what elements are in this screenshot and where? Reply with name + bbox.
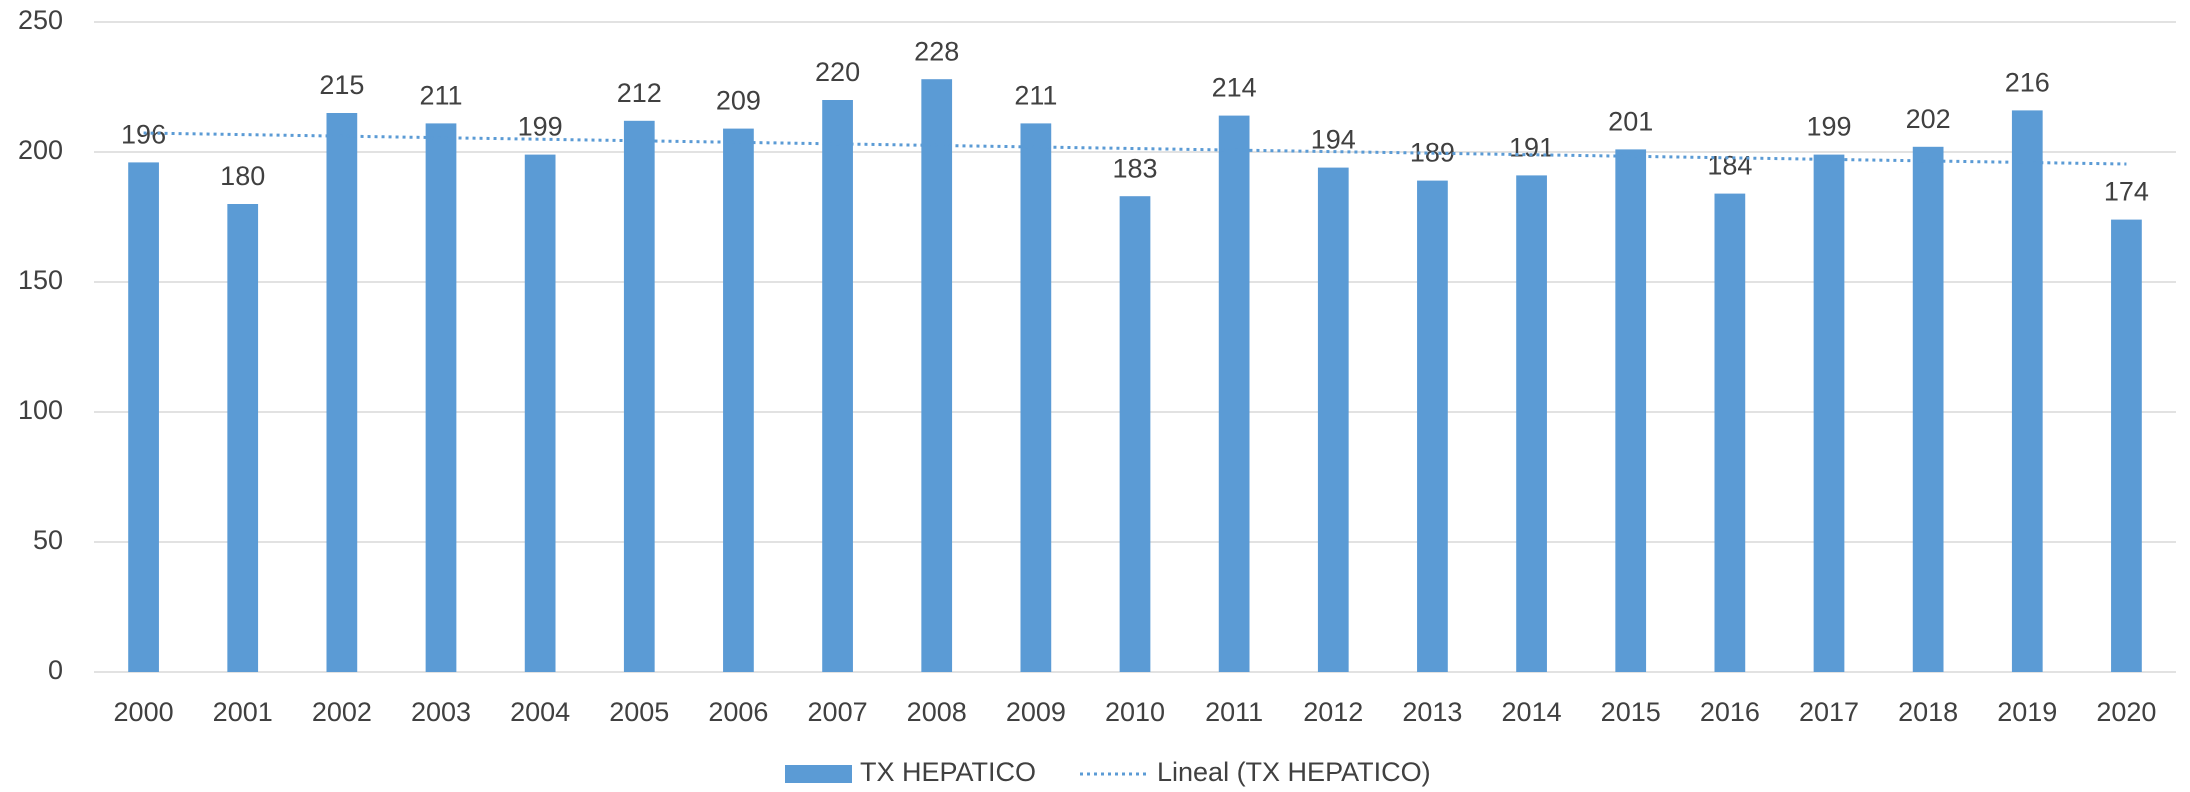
bar: [2011, 110, 2043, 672]
bar: [425, 123, 457, 672]
data-label: 215: [319, 70, 364, 100]
y-tick-label: 100: [18, 395, 63, 425]
x-tick-label: 2018: [1898, 697, 1958, 727]
x-tick-label: 2006: [708, 697, 768, 727]
data-label: 191: [1509, 133, 1554, 163]
x-tick-label: 2010: [1105, 697, 1165, 727]
bar: [2111, 219, 2142, 672]
bar: [1516, 175, 1547, 672]
y-tick-label: 200: [18, 135, 63, 165]
legend-label: Lineal (TX HEPATICO): [1157, 757, 1431, 787]
trendline: [143, 131, 2127, 166]
x-tick-label: 2017: [1799, 697, 1859, 727]
bar: [822, 100, 853, 672]
x-tick-label: 2007: [808, 697, 868, 727]
data-label: 174: [2104, 177, 2149, 207]
data-label: 180: [220, 161, 265, 191]
data-label: 202: [1906, 104, 1951, 134]
bar: [1714, 193, 1746, 672]
data-label: 220: [815, 57, 860, 87]
data-label: 199: [518, 112, 563, 142]
data-label: 201: [1608, 107, 1653, 137]
y-tick-label: 250: [18, 5, 63, 35]
bar: [1218, 115, 1250, 673]
x-tick-label: 2000: [114, 697, 174, 727]
x-tick-label: 2015: [1601, 697, 1661, 727]
y-tick-label: 150: [18, 265, 63, 295]
data-label: 183: [1112, 153, 1157, 183]
x-tick-label: 2009: [1006, 697, 1066, 727]
y-tick-label: 0: [48, 655, 63, 685]
bar: [1912, 146, 1944, 673]
data-label: 228: [914, 36, 959, 66]
x-tick-label: 2012: [1303, 697, 1363, 727]
bar: [1813, 154, 1845, 673]
bar: [326, 113, 358, 672]
bar: [1417, 180, 1448, 672]
bar: [524, 154, 556, 673]
bar: [723, 128, 754, 673]
data-label: 194: [1311, 125, 1356, 155]
bar: [1119, 196, 1151, 672]
x-tick-label: 2004: [510, 697, 570, 727]
x-tick-label: 2019: [1997, 697, 2057, 727]
x-tick-label: 2001: [213, 697, 273, 727]
bar: [1615, 149, 1647, 672]
x-tick-label: 2014: [1502, 697, 1562, 727]
data-label: 209: [716, 86, 761, 116]
x-tick-label: 2016: [1700, 697, 1760, 727]
data-label: 199: [1806, 112, 1851, 142]
x-tick-label: 2002: [312, 697, 372, 727]
x-tick-label: 2003: [411, 697, 471, 727]
data-label: 211: [1014, 81, 1057, 111]
bar: [227, 204, 259, 672]
data-label: 214: [1212, 73, 1257, 103]
data-label: 211: [419, 81, 462, 111]
y-tick-label: 50: [33, 525, 63, 555]
x-tick-label: 2013: [1402, 697, 1462, 727]
legend-swatch: [785, 765, 852, 783]
legend-label: TX HEPATICO: [860, 757, 1036, 787]
x-tick-label: 2008: [907, 697, 967, 727]
bar: [623, 120, 655, 673]
bar: [1020, 123, 1052, 672]
bar: [921, 79, 953, 672]
x-tick-label: 2005: [609, 697, 669, 727]
bar: [1317, 167, 1349, 672]
data-label: 212: [617, 78, 662, 108]
data-label: 216: [2005, 68, 2050, 98]
x-tick-label: 2011: [1205, 697, 1263, 727]
x-tick-label: 2020: [2096, 697, 2156, 727]
data-label: 184: [1707, 151, 1752, 181]
bar: [128, 162, 159, 672]
